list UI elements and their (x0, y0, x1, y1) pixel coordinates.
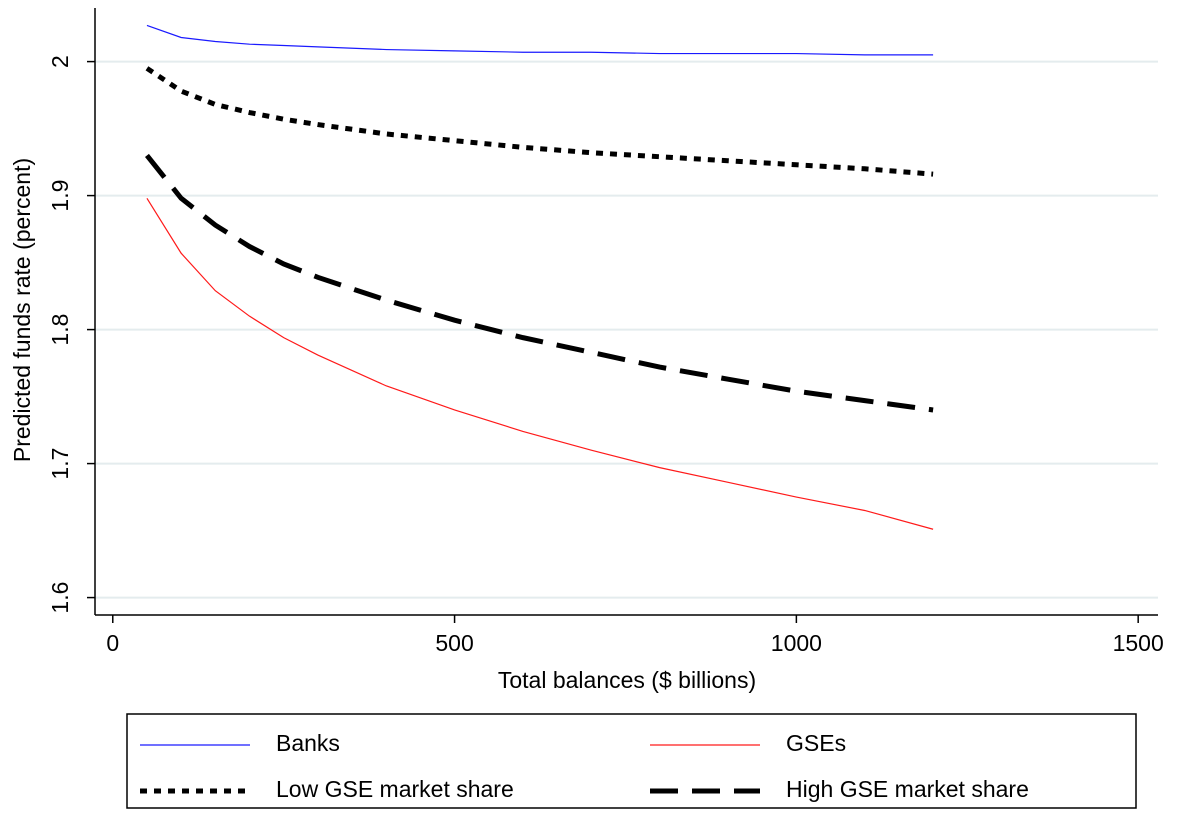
legend-label: High GSE market share (786, 776, 1029, 802)
legend-label: GSEs (786, 730, 846, 756)
y-tick-label: 1.9 (47, 180, 73, 212)
x-axis-label: Total balances ($ billions) (498, 667, 756, 693)
x-tick-label: 1500 (1113, 630, 1164, 656)
y-axis-label: Predicted funds rate (percent) (9, 158, 35, 462)
series-line (146, 24, 934, 56)
series-line (144, 153, 934, 413)
y-tick-label: 2 (47, 55, 73, 68)
series-line (145, 66, 934, 177)
x-tick-label: 500 (435, 630, 473, 656)
legend-box (126, 713, 1137, 809)
legend-label: Low GSE market share (276, 776, 514, 802)
y-tick-label: 1.6 (47, 582, 73, 614)
x-tick-label: 1000 (771, 630, 822, 656)
x-tick-label: 0 (106, 630, 119, 656)
y-tick-label: 1.8 (47, 314, 73, 346)
series-line (146, 197, 934, 530)
y-tick-label: 1.7 (47, 448, 73, 480)
legend-label: Banks (276, 730, 340, 756)
